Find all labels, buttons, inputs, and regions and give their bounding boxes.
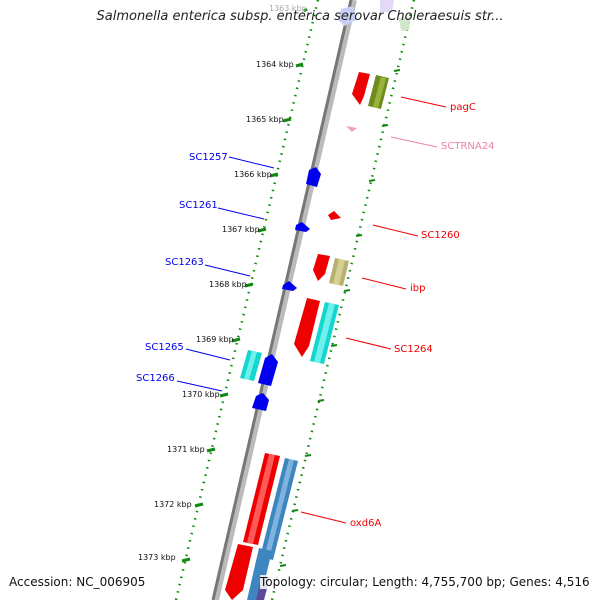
tick-mark — [381, 124, 389, 127]
gene-arrow[interactable] — [380, 0, 394, 12]
tick-mark — [181, 557, 191, 563]
gene-features — [225, 0, 410, 600]
gene-arrow-highlight — [314, 303, 335, 363]
gene-label-sc1265[interactable]: SC1265 — [145, 342, 184, 353]
feature-rings — [174, 0, 416, 600]
tick-mark — [231, 337, 241, 343]
gene-arrow[interactable] — [313, 254, 330, 281]
leader-line — [372, 224, 419, 237]
leader-line — [228, 156, 275, 169]
gene-arrow[interactable] — [338, 6, 356, 26]
gene-arrow[interactable] — [295, 222, 310, 232]
tick-mark — [393, 69, 401, 72]
gene-arrow[interactable] — [225, 544, 253, 600]
inner-dotted-ring — [174, 0, 320, 600]
gene-label-sc1264[interactable]: SC1264 — [394, 344, 433, 355]
scale-ticks — [181, 7, 401, 567]
tick-mark — [219, 392, 229, 398]
tick-label: 1369 kbp — [196, 335, 234, 344]
gene-arrow[interactable] — [352, 72, 370, 105]
tick-label: 1370 kbp — [182, 390, 220, 399]
label-leaders — [176, 96, 447, 524]
leader-line — [204, 264, 251, 277]
map-title: Salmonella enterica subsp. enterica sero… — [96, 9, 504, 24]
gene-arrow[interactable] — [252, 393, 269, 411]
tick-label: 1372 kbp — [154, 500, 192, 509]
backbone-shadow — [213, 0, 357, 600]
tick-mark — [194, 502, 204, 508]
gene-arrow-highlight — [244, 351, 257, 380]
tick-label: 1363 kbp — [269, 4, 307, 13]
tick-label: 1373 kbp — [138, 553, 176, 562]
gene-label-ibp[interactable]: ibp — [410, 283, 425, 294]
tick-mark — [303, 7, 308, 13]
backbone — [211, 0, 353, 600]
gene-arrow[interactable] — [328, 211, 341, 220]
gene-arrow-highlight — [373, 77, 386, 108]
gene-label-pagc[interactable]: pagC — [450, 102, 476, 113]
gene-arrow[interactable] — [399, 17, 410, 31]
tick-mark — [282, 117, 292, 123]
tick-label: 1368 kbp — [209, 280, 247, 289]
leader-line — [185, 348, 231, 361]
tick-mark — [317, 399, 325, 402]
gene-arrow[interactable] — [258, 354, 278, 386]
gene-arrow[interactable] — [306, 167, 321, 187]
gene-arrow[interactable] — [294, 298, 320, 357]
tick-mark — [355, 234, 363, 237]
leader-line — [345, 337, 392, 350]
gene-arrow-highlight — [333, 259, 345, 285]
leader-line — [361, 277, 407, 290]
tick-label: 1365 kbp — [246, 115, 284, 124]
gene-label-sctrna24[interactable]: SCTRNA24 — [441, 141, 494, 152]
leader-line — [217, 207, 265, 220]
gene-arrow[interactable] — [346, 126, 357, 132]
tick-mark — [304, 454, 312, 457]
gene-arrow-highlight — [247, 454, 275, 544]
tick-label: 1367 kbp — [222, 225, 260, 234]
tick-mark — [330, 344, 338, 347]
gene-label-sc1257[interactable]: SC1257 — [189, 152, 228, 163]
tick-mark — [257, 227, 267, 233]
gene-arrow[interactable] — [247, 548, 272, 600]
tick-mark — [269, 172, 279, 178]
tick-label: 1371 kbp — [167, 445, 205, 454]
tick-label: 1366 kbp — [234, 170, 272, 179]
tick-mark — [279, 564, 287, 567]
gene-arrow-highlight — [264, 459, 294, 559]
gene-labels: SC1257 SC1261 SC1263 SC1265 SC1266 pagC … — [136, 102, 494, 529]
gene-label-sc1261[interactable]: SC1261 — [179, 200, 218, 211]
leader-line — [176, 380, 223, 392]
tick-mark — [343, 289, 351, 292]
leader-line — [400, 96, 447, 108]
tick-mark — [244, 282, 254, 288]
leader-line — [300, 511, 347, 524]
tick-label: 1364 kbp — [256, 60, 294, 69]
gene-label-sc1260[interactable]: SC1260 — [421, 230, 460, 241]
genome-summary: Topology: circular; Length: 4,755,700 bp… — [260, 575, 592, 589]
gene-label-oxd6a[interactable]: oxd6A — [350, 518, 381, 529]
tick-mark — [291, 509, 299, 512]
tick-mark — [368, 179, 376, 182]
leader-line — [390, 136, 438, 148]
accession-label: Accession: NC_006905 — [9, 575, 146, 589]
tick-mark — [206, 447, 216, 453]
tick-mark — [295, 62, 304, 68]
scale-labels: 1363 kbp 1364 kbp 1365 kbp 1366 kbp 1367… — [138, 4, 307, 562]
gene-arrow[interactable] — [282, 281, 297, 291]
gene-label-sc1263[interactable]: SC1263 — [165, 257, 204, 268]
outer-dotted-ring — [270, 0, 416, 600]
gene-label-sc1266[interactable]: SC1266 — [136, 373, 175, 384]
